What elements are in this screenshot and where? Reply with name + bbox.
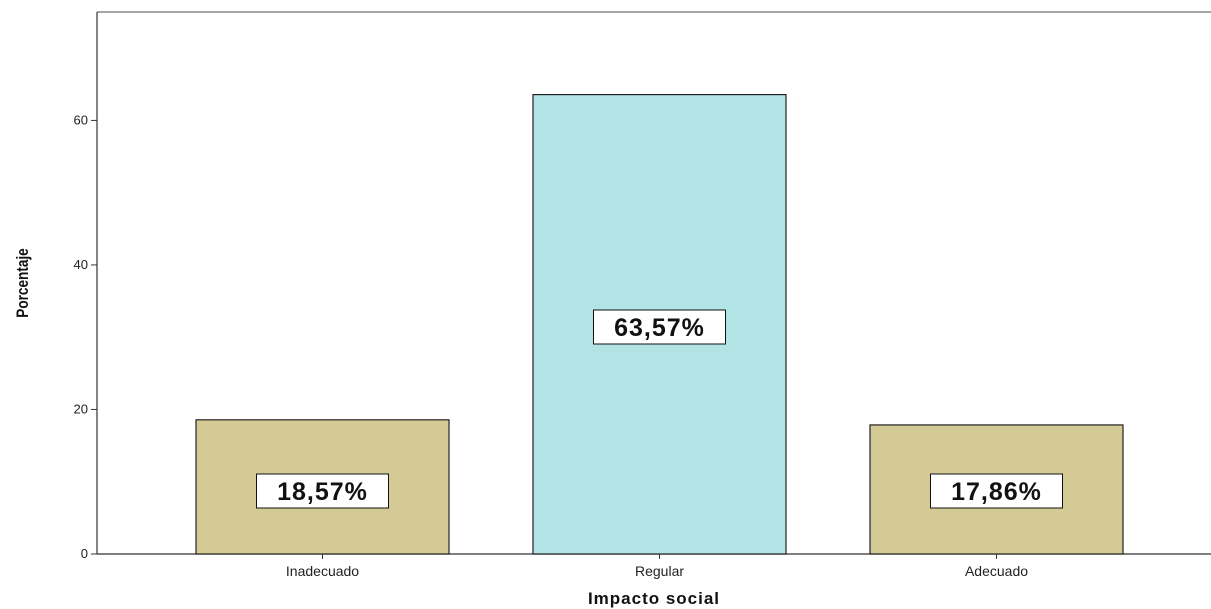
x-tick-label: Regular [635,563,684,579]
data-label-box [256,473,389,509]
y-axis-ticks: 0 20 40 60 [74,112,97,561]
x-tick-label: Inadecuado [286,563,359,579]
y-tick-label: 0 [81,546,88,561]
bars: 18,57% 63,57% 17,86% [195,94,1124,555]
y-axis-title: Porcentaje [14,248,33,318]
x-tick-label: Adecuado [965,563,1028,579]
y-tick-label: 40 [74,257,88,272]
data-label: 18,57% [277,478,368,506]
x-axis-tick-labels: Inadecuado Regular Adecuado [286,554,1028,579]
data-label: 63,57% [614,314,705,342]
y-tick-label: 20 [74,401,88,416]
data-label-box [593,309,726,345]
x-axis-title: Impacto social [588,589,720,608]
data-label: 17,86% [951,478,1042,506]
data-label-box [930,473,1063,509]
y-tick-label: 60 [74,112,88,127]
